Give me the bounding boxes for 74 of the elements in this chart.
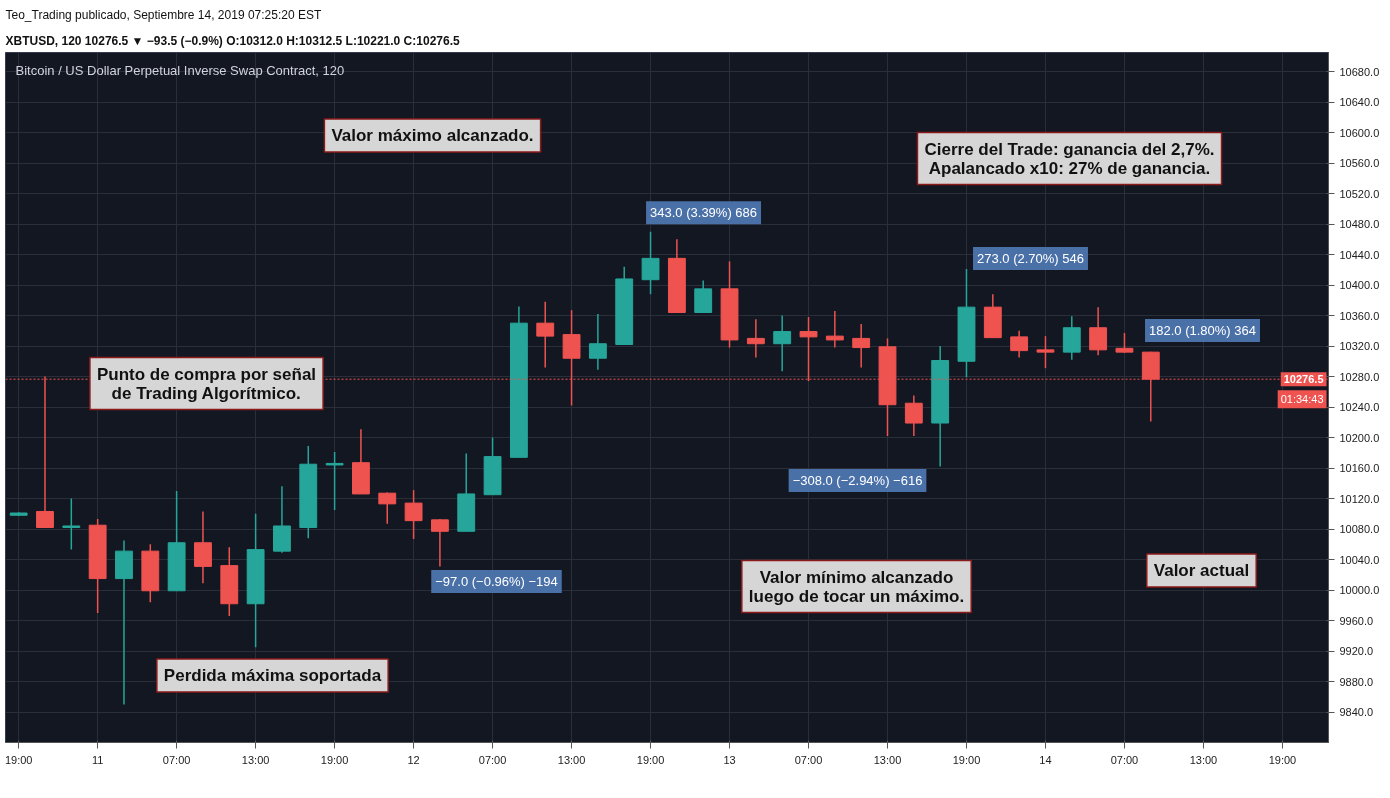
x-tick-label: 07:00 bbox=[478, 753, 507, 766]
y-tick-label: 10680.0 bbox=[1339, 65, 1380, 78]
x-tick-label: 19:00 bbox=[1268, 753, 1297, 766]
candlestick bbox=[536, 301, 555, 369]
annotation: Bitcoin / US Dollar Perpetual Inverse Swap Contract, 120 bbox=[15, 63, 345, 78]
y-tick-label: 10520.0 bbox=[1339, 187, 1380, 200]
y-tick-label: 10160.0 bbox=[1339, 462, 1380, 475]
candlestick bbox=[194, 510, 212, 584]
annotation: −97.0 (−0.96%) −194 bbox=[435, 574, 558, 589]
annotation: Valor mínimo alcanzado luego de tocar un máximo. bbox=[748, 567, 965, 606]
y-tick-label: 10240.0 bbox=[1339, 401, 1380, 414]
y-tick-label: 10120.0 bbox=[1339, 492, 1380, 505]
candlestick bbox=[773, 314, 792, 372]
x-tick-label: 12 bbox=[407, 753, 420, 766]
candlestick bbox=[588, 313, 607, 371]
y-tick-label: 10080.0 bbox=[1339, 523, 1380, 536]
x-tick-label: 13:00 bbox=[1189, 753, 1218, 766]
annotation: Punto de compra por señal de Trading Algorítmico. bbox=[96, 364, 317, 403]
candlestick bbox=[852, 323, 871, 369]
x-tick-label: 13 bbox=[723, 753, 736, 766]
candlestick bbox=[641, 230, 660, 295]
y-tick-label: 10200.0 bbox=[1339, 431, 1380, 444]
y-tick-label: 9920.0 bbox=[1339, 645, 1374, 658]
candlestick bbox=[1089, 306, 1108, 356]
y-tick-label: 10480.0 bbox=[1339, 218, 1380, 231]
x-tick-label: 11 bbox=[91, 753, 104, 766]
chart-title: Teo_Trading publicado, Septiembre 14, 2019 07:25:20 EST bbox=[5, 7, 322, 22]
candlestick bbox=[746, 318, 765, 359]
x-tick-label: 07:00 bbox=[162, 753, 191, 766]
x-tick-label: 19:00 bbox=[636, 753, 665, 766]
annotation: 182.0 (1.80%) 364 bbox=[1149, 323, 1256, 338]
candlestick bbox=[1010, 330, 1029, 359]
annotation: Valor actual bbox=[1153, 561, 1250, 580]
candlestick bbox=[694, 279, 713, 314]
candlestick bbox=[430, 518, 449, 568]
candlestick bbox=[404, 489, 423, 540]
y-tick-label: 10640.0 bbox=[1339, 96, 1380, 109]
y-tick-label: 10040.0 bbox=[1339, 553, 1380, 566]
annotation: Perdida máxima soportada bbox=[163, 666, 382, 685]
candlestick bbox=[378, 491, 397, 525]
annotation: 01:34:43 bbox=[1280, 393, 1324, 406]
candlestick bbox=[1115, 332, 1134, 354]
candlestick bbox=[1036, 335, 1055, 369]
y-tick-label: 10560.0 bbox=[1339, 157, 1380, 170]
y-tick-label: 10400.0 bbox=[1339, 279, 1380, 292]
x-tick-label: 14 bbox=[1039, 753, 1052, 766]
candlestick bbox=[325, 451, 344, 511]
ref-line-label: 10276.5 bbox=[1283, 373, 1324, 386]
x-tick-label: 07:00 bbox=[794, 753, 823, 766]
x-tick-label: 13:00 bbox=[557, 753, 586, 766]
x-tick-label: 19:00 bbox=[952, 753, 981, 766]
annotation: Valor máximo alcanzado. bbox=[331, 126, 534, 145]
y-tick-label: 10360.0 bbox=[1339, 309, 1380, 322]
x-tick-label: 19:00 bbox=[320, 753, 349, 766]
x-tick-label: 07:00 bbox=[1110, 753, 1139, 766]
x-tick-label: 13:00 bbox=[873, 753, 902, 766]
y-tick-label: 9960.0 bbox=[1339, 614, 1374, 627]
x-tick-label: 19:00 bbox=[4, 753, 33, 766]
candlestick bbox=[62, 497, 81, 551]
y-tick-label: 10600.0 bbox=[1339, 126, 1380, 139]
annotation: −308.0 (−2.94%) −616 bbox=[792, 473, 923, 488]
x-tick-label: 13:00 bbox=[241, 753, 270, 766]
y-tick-label: 9880.0 bbox=[1339, 675, 1374, 688]
annotation: 343.0 (3.39%) 686 bbox=[650, 205, 758, 221]
y-tick-label: 9840.0 bbox=[1339, 706, 1374, 718]
candlestick bbox=[825, 310, 844, 349]
y-tick-label: 10280.0 bbox=[1339, 370, 1380, 383]
annotation: Cierre del Trade: ganancia del 2,7%. Apalancado x10: 27% de ganancia. bbox=[924, 139, 1215, 178]
y-tick-label: 10320.0 bbox=[1339, 340, 1380, 353]
chart-subtitle: XBTUSD, 120 10276.5 ▼ −93.5 (−0.9%) O:10312.0 H:10312.5 L:10221.0 C:10276.5 bbox=[5, 33, 460, 48]
y-tick-label: 10000.0 bbox=[1339, 584, 1380, 597]
annotation: 273.0 (2.70%) 546 bbox=[977, 251, 1084, 266]
y-tick-label: 10440.0 bbox=[1339, 248, 1380, 261]
candlestick bbox=[904, 394, 923, 437]
